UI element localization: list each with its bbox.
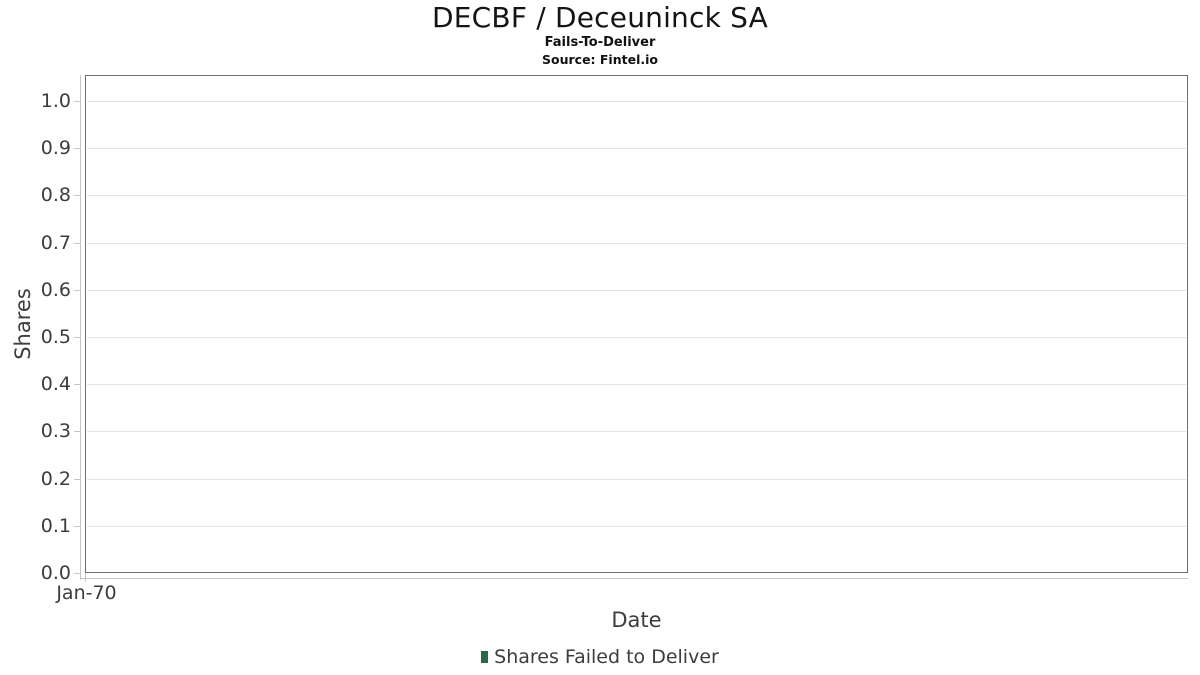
y-tick-label: 0.2 [40, 467, 71, 490]
gridline [87, 289, 1186, 291]
gridline [87, 384, 1186, 386]
y-tick-mark [74, 431, 80, 433]
gridline [87, 100, 1186, 102]
y-tick-label: 0.5 [40, 325, 71, 348]
x-axis-line [80, 578, 1188, 579]
y-tick-label: 0.4 [40, 373, 71, 396]
legend-label: Shares Failed to Deliver [494, 646, 719, 668]
gridline [87, 336, 1186, 338]
y-tick-mark [74, 384, 80, 386]
y-tick-label: 0.1 [40, 514, 71, 537]
y-tick-label: 0.0 [40, 562, 71, 584]
chart-source: Source: Fintel.io [542, 52, 658, 67]
y-tick-label: 0.7 [40, 231, 71, 254]
y-tick-mark [74, 525, 80, 527]
legend-marker-icon [481, 651, 489, 663]
x-axis-title: Date [611, 608, 662, 632]
x-tick-mark [85, 573, 86, 582]
gridline [87, 242, 1186, 244]
gridline [87, 148, 1186, 150]
y-axis-line [80, 75, 81, 580]
y-axis-title: Shares [11, 288, 35, 360]
y-tick-label: 0.6 [40, 278, 71, 301]
y-tick-label: 0.9 [40, 137, 71, 160]
chart-subtitle: Fails-To-Deliver [544, 35, 656, 50]
y-tick-label: 0.8 [40, 184, 71, 207]
y-tick-mark [74, 478, 80, 480]
gridline [87, 478, 1186, 480]
y-tick-label: 1.0 [40, 89, 71, 112]
gridline [87, 431, 1186, 433]
y-tick-mark [74, 195, 80, 197]
gridline [87, 195, 1186, 197]
y-tick-mark [74, 289, 80, 291]
y-tick-mark [74, 573, 80, 574]
y-tick-mark [74, 148, 80, 150]
gridline [87, 525, 1186, 527]
x-tick-label: Jan-70 [56, 582, 117, 604]
y-tick-mark [74, 100, 80, 102]
chart-title: DECBF / Deceuninck SA [432, 1, 768, 34]
y-tick-mark [74, 336, 80, 338]
y-tick-mark [74, 242, 80, 244]
legend: Shares Failed to Deliver [0, 646, 1200, 668]
plot-area [85, 75, 1188, 573]
y-tick-label: 0.3 [40, 420, 71, 443]
